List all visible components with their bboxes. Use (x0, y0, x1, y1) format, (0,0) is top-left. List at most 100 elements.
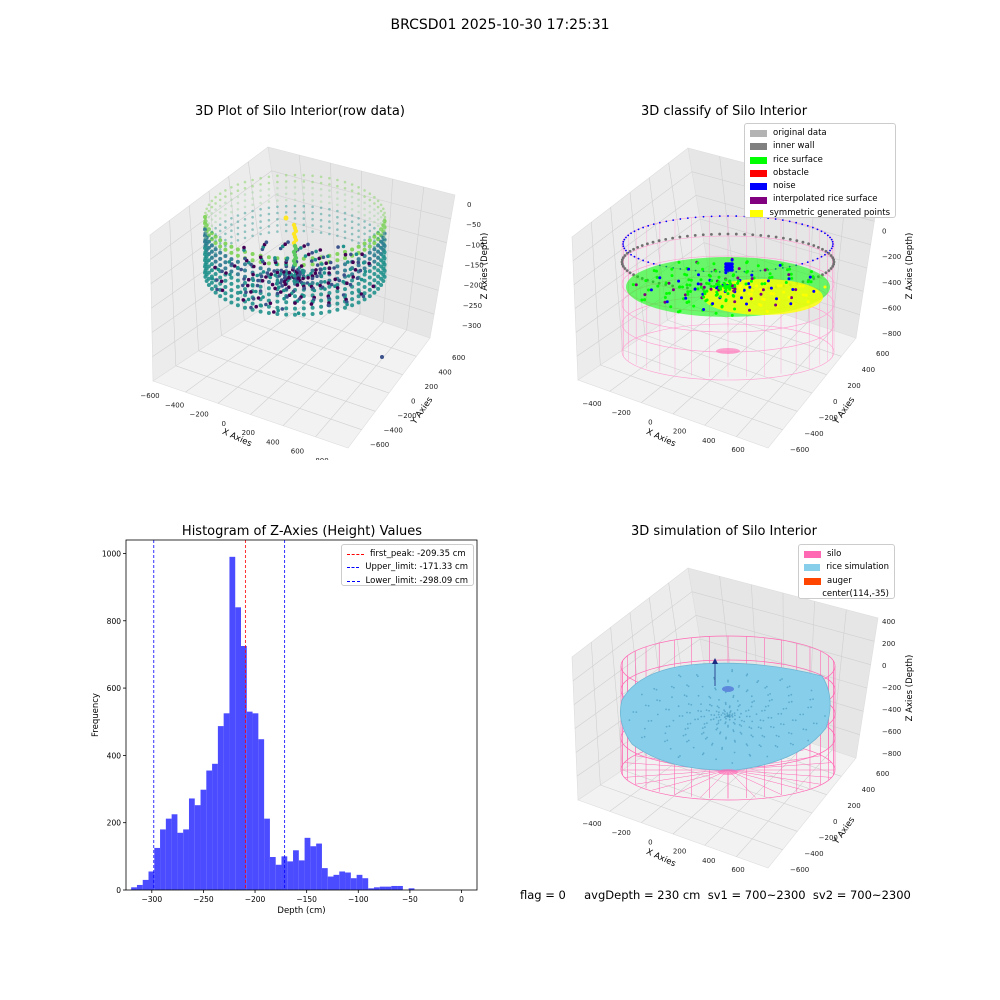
raw-scatter-point (368, 204, 372, 208)
raw-scatter-point (379, 203, 383, 207)
histogram-bar (327, 876, 334, 890)
sim-rice-point (723, 709, 725, 711)
raw-scatter-point (236, 226, 240, 230)
classify-scatter-point (699, 285, 703, 289)
raw-scatter-point (268, 301, 273, 306)
raw-scatter-point (259, 195, 262, 199)
raw-scatter-point (357, 241, 360, 245)
raw-scatter-point (319, 231, 323, 234)
raw-scatter-point (376, 231, 381, 236)
classify-scatter-point (806, 280, 810, 284)
raw-scatter-point (266, 304, 271, 309)
sim-rice-point (751, 735, 754, 738)
raw-scatter-point (205, 250, 208, 254)
raw-scatter-point (203, 274, 208, 279)
raw-scatter-point (376, 249, 380, 252)
raw-scatter-point (279, 268, 284, 273)
histogram-bar (321, 868, 328, 890)
raw-scatter-point (367, 256, 372, 261)
classify-scatter-point (640, 298, 644, 302)
sim-rice-point (718, 716, 721, 718)
raw-scatter-point (250, 301, 255, 306)
sim-rice-point (810, 706, 812, 709)
sim-rice-point (658, 699, 661, 702)
raw-scatter-point (210, 205, 214, 209)
sim-rice-point (687, 727, 689, 730)
classify-scatter-point (717, 283, 721, 287)
raw-scatter-point (236, 232, 240, 236)
raw-scatter-point (210, 255, 214, 258)
classify-scatter-point (702, 285, 706, 289)
classify-scatter-point (761, 288, 765, 292)
raw-scatter-point (223, 260, 228, 265)
sim-rice-point (719, 719, 722, 721)
raw-scatter-point (283, 242, 288, 246)
classify-scatter-point (678, 309, 682, 313)
sim-rice-point (736, 700, 739, 702)
classify-scatter-point (696, 282, 700, 286)
raw-scatter-point (335, 286, 340, 290)
classify-inner-wall-point (767, 234, 770, 238)
raw-scatter-point (284, 192, 288, 196)
classify-noise-point (820, 255, 823, 258)
histogram-title: Histogram of Z-Axies (Height) Values (181, 524, 423, 539)
sim-rice-point (761, 734, 764, 737)
sim-silo-floor-spoke (652, 769, 729, 791)
histogram-bar (373, 887, 380, 890)
raw-scatter-point (382, 250, 385, 254)
classify-scatter-point (708, 274, 712, 278)
sim-rice-point (790, 693, 793, 696)
simulation-plot-title: 3D simulation of Silo Interior (631, 524, 817, 539)
raw-scatter-point (363, 226, 366, 229)
raw-scatter-point (207, 246, 211, 250)
raw-scatter-point (246, 283, 250, 288)
sim-rice-point (785, 707, 788, 710)
raw-scatter-point (382, 232, 385, 235)
histogram-bar (217, 726, 224, 890)
raw-scatter-point (319, 206, 323, 210)
histogram-bar (316, 843, 322, 890)
raw-scatter-point (229, 269, 234, 274)
sim-floor-marker (718, 769, 738, 775)
raw-scatter-point (382, 244, 385, 248)
classify-scatter-point (730, 284, 734, 288)
classify-noise-point (727, 215, 729, 217)
raw-scatter-point (327, 266, 332, 271)
raw-scatter-point (382, 213, 385, 217)
raw-scatter-point (293, 294, 297, 299)
classify-inner-wall-point (628, 249, 632, 253)
raw-scatter-point (382, 257, 385, 260)
raw-scatter-point (303, 254, 308, 258)
raw-scatter-point (243, 256, 247, 261)
classify-noise-point (824, 253, 826, 256)
classify-inner-wall-point (832, 260, 836, 264)
classify-inner-wall-point (678, 235, 682, 239)
raw-scatter-point (327, 309, 332, 314)
raw-scatter-point (213, 234, 218, 239)
raw-scatter-point (246, 297, 251, 302)
classify-scatter-point (697, 273, 700, 277)
raw-scatter-point (218, 217, 222, 220)
raw-scatter-point (223, 291, 228, 296)
simulation-3d-plot: −400−20002004006006004002000−200−400−600… (571, 567, 915, 874)
simulation-legend-item: rice simulation (804, 561, 889, 574)
raw-scatter-point (273, 256, 277, 260)
classify-legend-item: rice surface (750, 154, 890, 167)
raw-scatter-point (276, 199, 279, 202)
raw-scatter-point (346, 260, 350, 264)
raw-scatter-point (224, 189, 227, 192)
sim-rice-point (756, 681, 759, 684)
raw-scatter-point (367, 269, 372, 274)
raw-scatter-point (376, 280, 381, 285)
raw-scatter-point (336, 215, 339, 219)
classify-scatter-point (670, 267, 674, 271)
raw-scatter-point (301, 312, 306, 317)
sim-rice-point (715, 710, 718, 713)
classify-scatter-point (798, 284, 802, 288)
status-footer: flag = 0 avgDepth = 230 cm sv1 = 700~230… (520, 888, 911, 902)
sim-rice-point (732, 730, 735, 733)
raw-scatter-point (230, 262, 234, 266)
raw-scatter-point (266, 255, 271, 260)
classify-z-tick: −600 (882, 304, 901, 312)
sim-rice-point (812, 698, 814, 700)
